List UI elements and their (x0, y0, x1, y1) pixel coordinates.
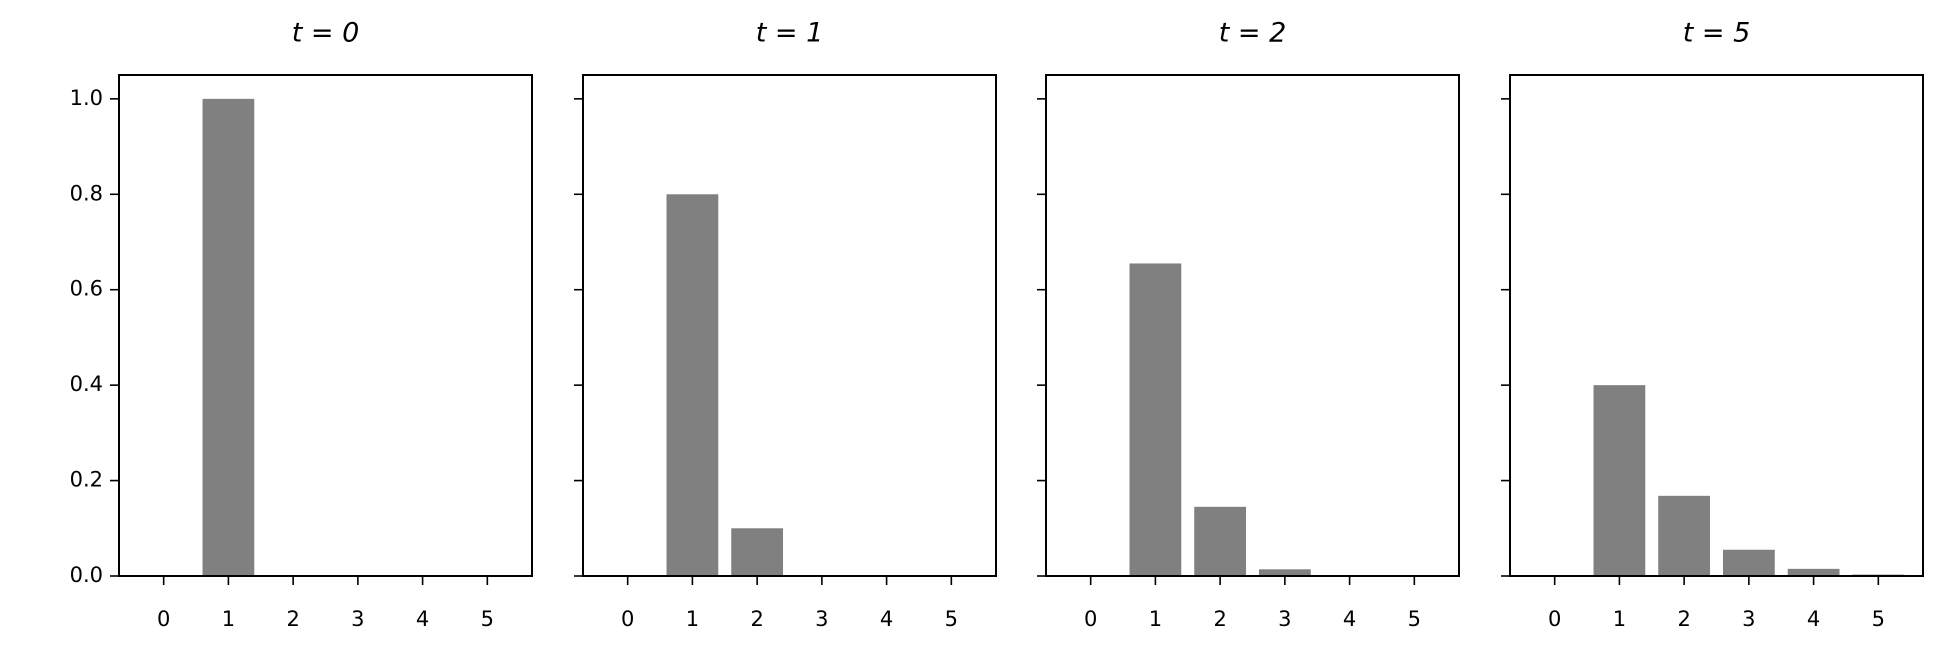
bar (1787, 568, 1840, 576)
bar (1129, 263, 1182, 576)
axes-frame (1509, 74, 1924, 577)
x-tick-label: 4 (1343, 607, 1356, 631)
x-tick-label: 3 (815, 607, 828, 631)
x-tick-label: 5 (1872, 607, 1885, 631)
axes-frame (582, 74, 997, 577)
chart-title: t = 1 (756, 18, 824, 49)
bar (1593, 385, 1646, 576)
bar (666, 194, 719, 577)
x-tick-label: 2 (750, 607, 763, 631)
x-tick-label: 2 (286, 607, 299, 631)
y-tick-label: 0.4 (70, 372, 103, 396)
bar (202, 98, 255, 576)
x-tick-label: 5 (481, 607, 494, 631)
x-tick-label: 3 (1742, 607, 1755, 631)
x-tick-label: 0 (1548, 607, 1561, 631)
axes-frame (118, 74, 533, 577)
y-tick-label: 0.8 (70, 181, 103, 205)
bar (1194, 506, 1247, 576)
y-tick-label: 1.0 (70, 86, 103, 110)
x-tick-label: 2 (1213, 607, 1226, 631)
x-tick-label: 0 (1084, 607, 1097, 631)
x-tick-label: 3 (1278, 607, 1291, 631)
chart-title: t = 5 (1683, 18, 1751, 49)
y-tick-label: 0.0 (70, 563, 103, 587)
bar (1258, 569, 1311, 576)
bar (1658, 495, 1711, 576)
x-tick-label: 3 (351, 607, 364, 631)
bar (731, 528, 784, 576)
x-tick-label: 1 (686, 607, 699, 631)
chart-title: t = 2 (1219, 18, 1287, 49)
x-tick-label: 5 (1408, 607, 1421, 631)
axes-frame (1045, 74, 1460, 577)
x-tick-label: 1 (1613, 607, 1626, 631)
y-tick-label: 0.2 (70, 468, 103, 492)
bar (1722, 549, 1775, 576)
x-tick-label: 4 (416, 607, 429, 631)
x-tick-label: 1 (1149, 607, 1162, 631)
chart-title: t = 0 (292, 18, 360, 49)
x-tick-label: 4 (880, 607, 893, 631)
x-tick-label: 1 (222, 607, 235, 631)
x-tick-label: 4 (1807, 607, 1820, 631)
x-tick-label: 0 (621, 607, 634, 631)
x-tick-label: 0 (157, 607, 170, 631)
x-tick-label: 2 (1677, 607, 1690, 631)
y-tick-label: 0.6 (70, 277, 103, 301)
x-tick-label: 5 (945, 607, 958, 631)
